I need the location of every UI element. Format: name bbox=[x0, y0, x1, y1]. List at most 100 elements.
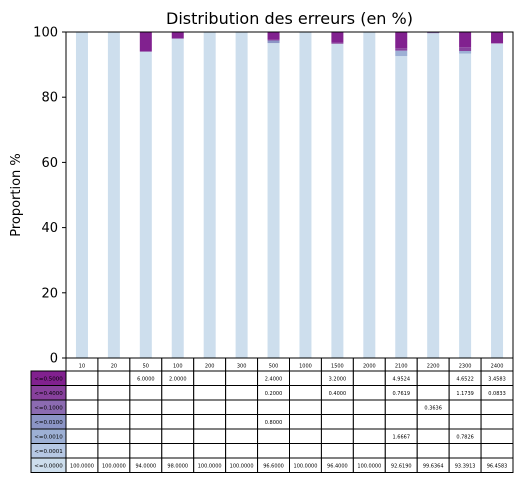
y-tick-label-100: 100 bbox=[33, 26, 58, 41]
table-cell-5-2400 bbox=[481, 444, 513, 459]
table-cell-5-2100 bbox=[385, 444, 417, 459]
bar-segment-10-s0 bbox=[76, 32, 88, 358]
table-cell-5-100 bbox=[162, 444, 194, 459]
table-cell-4-50 bbox=[130, 429, 162, 444]
data-label-6-2100: 92.6190 bbox=[391, 464, 412, 470]
table-cell-5-10 bbox=[66, 444, 98, 459]
table-cell-2-2000 bbox=[353, 400, 385, 415]
table-cell-4-1000 bbox=[290, 429, 322, 444]
table-cell-3-2100 bbox=[385, 415, 417, 430]
data-label-0-2100: 4.9524 bbox=[393, 377, 411, 383]
data-label-3-500: 0.8000 bbox=[265, 420, 283, 426]
bars-layer bbox=[76, 32, 503, 358]
x-tick-label-300: 300 bbox=[237, 364, 247, 370]
table-cell-5-2000 bbox=[353, 444, 385, 459]
legend-label-6: <=0.0000 bbox=[34, 464, 63, 470]
table-cell-1-300 bbox=[226, 386, 258, 401]
bar-segment-500-s5 bbox=[268, 40, 280, 41]
data-label-6-20: 100.0000 bbox=[102, 464, 126, 470]
x-tick-label-2000: 2000 bbox=[363, 364, 376, 370]
data-label-4-2300: 0.7826 bbox=[456, 435, 474, 441]
bar-segment-50-s0 bbox=[140, 52, 152, 358]
y-axis-label: Proportion % bbox=[9, 153, 24, 237]
bar-segment-2000-s0 bbox=[363, 32, 375, 358]
table-cell-0-200 bbox=[194, 371, 226, 386]
bar-segment-2400-s0 bbox=[491, 44, 503, 358]
bar-segment-2300-s2 bbox=[459, 51, 471, 54]
data-label-6-10: 100.0000 bbox=[70, 464, 94, 470]
table-cell-2-100 bbox=[162, 400, 194, 415]
bar-segment-2100-s0 bbox=[395, 56, 407, 358]
y-tick-label-20: 20 bbox=[41, 286, 58, 301]
x-tick-label-2200: 2200 bbox=[427, 364, 440, 370]
table-cell-3-20 bbox=[98, 415, 130, 430]
x-tick-label-2100: 2100 bbox=[395, 364, 408, 370]
bar-segment-1500-s0 bbox=[331, 44, 343, 358]
data-label-6-1000: 100.0000 bbox=[294, 464, 318, 470]
y-tick-label-60: 60 bbox=[41, 156, 58, 171]
table-cell-4-10 bbox=[66, 429, 98, 444]
bar-segment-2200-s0 bbox=[427, 33, 439, 358]
data-label-6-500: 96.6000 bbox=[263, 464, 284, 470]
data-label-6-100: 98.0000 bbox=[167, 464, 188, 470]
table-cell-2-50 bbox=[130, 400, 162, 415]
table-cell-1-2000 bbox=[353, 386, 385, 401]
table-cell-5-20 bbox=[98, 444, 130, 459]
table-cell-5-1000 bbox=[290, 444, 322, 459]
data-label-1-2400: 0.0833 bbox=[488, 391, 506, 397]
table-cell-3-1000 bbox=[290, 415, 322, 430]
table-cell-0-2200 bbox=[417, 371, 449, 386]
table-cell-0-10 bbox=[66, 371, 98, 386]
data-label-0-2300: 4.6522 bbox=[456, 377, 474, 383]
table-cell-1-2200 bbox=[417, 386, 449, 401]
table-cell-0-2000 bbox=[353, 371, 385, 386]
x-tick-label-1500: 1500 bbox=[331, 364, 344, 370]
data-label-6-2200: 99.6364 bbox=[423, 464, 444, 470]
bar-segment-1500-s6 bbox=[331, 32, 343, 42]
data-label-1-500: 0.2000 bbox=[265, 391, 283, 397]
bar-segment-100-s6 bbox=[172, 32, 184, 39]
table-cell-1-50 bbox=[130, 386, 162, 401]
table-cell-3-300 bbox=[226, 415, 258, 430]
table-cell-0-20 bbox=[98, 371, 130, 386]
plot-frame bbox=[66, 32, 513, 358]
bar-segment-200-s0 bbox=[204, 32, 216, 358]
table-cell-2-2400 bbox=[481, 400, 513, 415]
x-tick-label-200: 200 bbox=[205, 364, 215, 370]
bar-segment-1000-s0 bbox=[299, 32, 311, 358]
table-cell-2-10 bbox=[66, 400, 98, 415]
bar-segment-2100-s5 bbox=[395, 48, 407, 50]
table-cell-5-2300 bbox=[449, 444, 481, 459]
table-cell-4-500 bbox=[258, 429, 290, 444]
table-cell-1-20 bbox=[98, 386, 130, 401]
bar-segment-2400-s6 bbox=[491, 32, 503, 43]
data-label-2-2200: 0.3636 bbox=[424, 406, 442, 412]
table-cell-4-200 bbox=[194, 429, 226, 444]
table-cell-4-2200 bbox=[417, 429, 449, 444]
data-label-6-300: 100.0000 bbox=[230, 464, 254, 470]
x-tick-label-50: 50 bbox=[143, 364, 149, 370]
table-cell-2-20 bbox=[98, 400, 130, 415]
table-cell-3-200 bbox=[194, 415, 226, 430]
table-cell-3-50 bbox=[130, 415, 162, 430]
data-label-6-2300: 93.3913 bbox=[455, 464, 476, 470]
y-tick-label-0: 0 bbox=[50, 352, 58, 367]
data-label-1-1500: 0.4000 bbox=[329, 391, 347, 397]
data-label-1-2100: 0.7619 bbox=[393, 391, 411, 397]
x-tick-label-20: 20 bbox=[111, 364, 117, 370]
data-label-6-50: 94.0000 bbox=[135, 464, 156, 470]
data-label-0-500: 2.4000 bbox=[265, 377, 283, 383]
table-cell-2-2100 bbox=[385, 400, 417, 415]
bar-segment-50-s6 bbox=[140, 32, 152, 52]
x-tick-label-10: 10 bbox=[79, 364, 85, 370]
table-cell-3-2400 bbox=[481, 415, 513, 430]
table-cell-3-100 bbox=[162, 415, 194, 430]
table-cell-5-500 bbox=[258, 444, 290, 459]
y-tick-label-40: 40 bbox=[41, 221, 58, 236]
data-label-1-2300: 1.1739 bbox=[456, 391, 474, 397]
bar-segment-2100-s6 bbox=[395, 32, 407, 48]
data-label-6-2000: 100.0000 bbox=[357, 464, 381, 470]
table-cell-5-2200 bbox=[417, 444, 449, 459]
x-tick-label-100: 100 bbox=[173, 364, 183, 370]
